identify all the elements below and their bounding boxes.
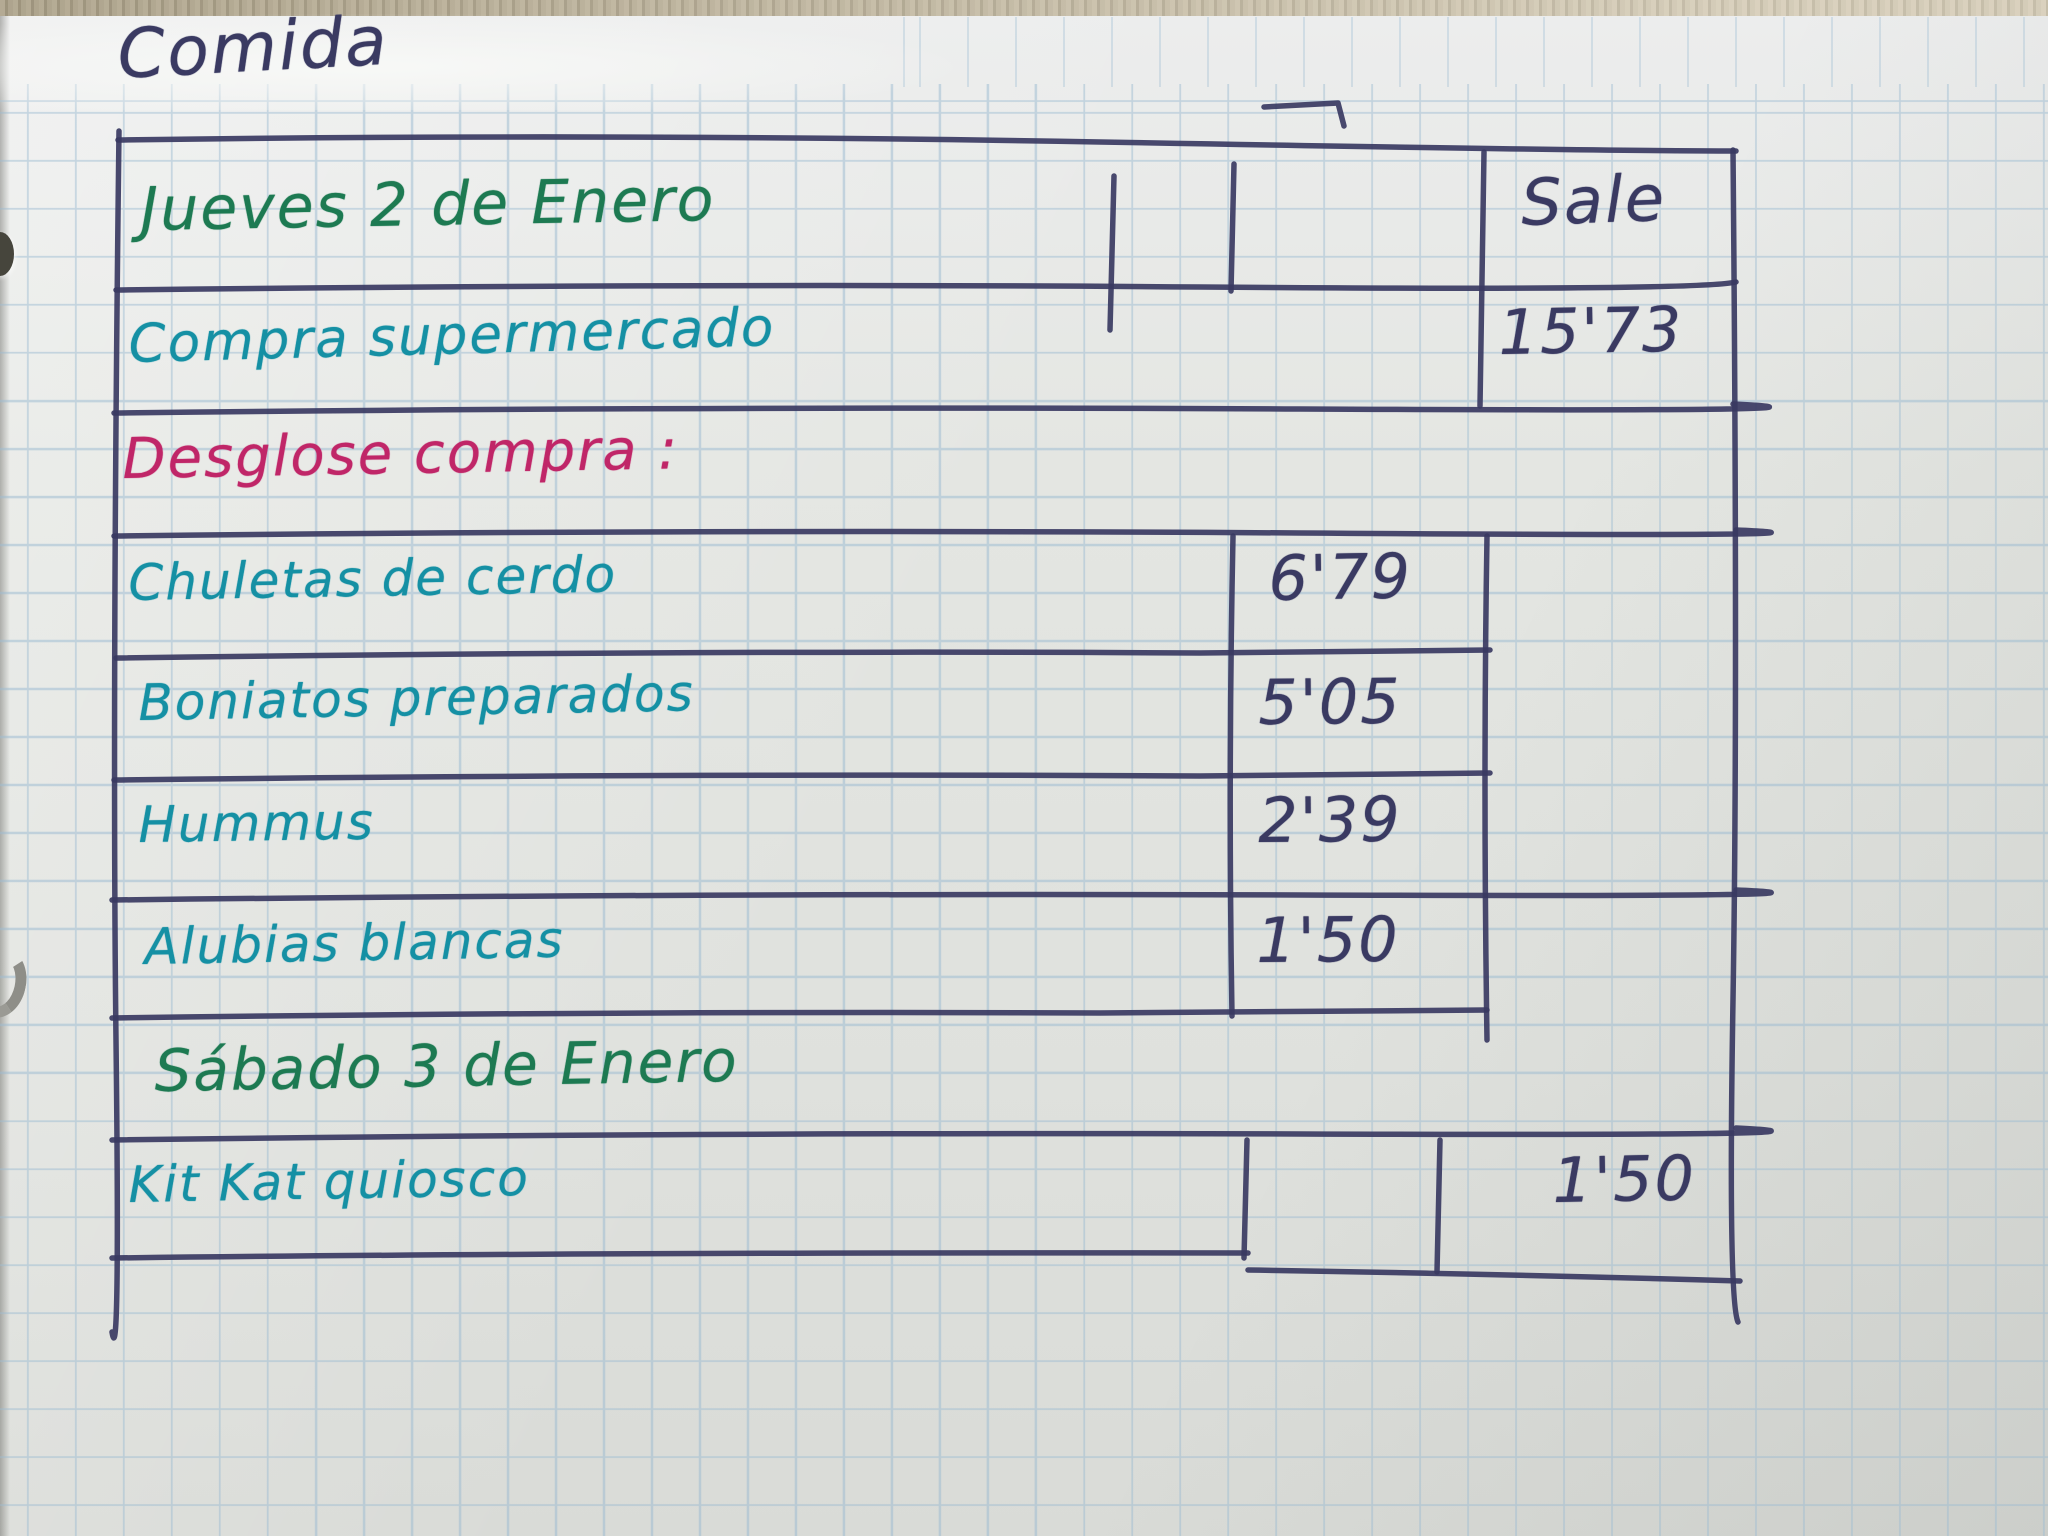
row-label-item: Hummus <box>137 792 376 854</box>
row-label-item: Kit Kat quiosco <box>127 1148 531 1214</box>
price-value: 5'05 <box>1257 664 1402 739</box>
section-header: Desglose compra : <box>121 417 680 492</box>
row-label-item: Boniatos preparados <box>137 664 696 732</box>
sale-column-header: Sale <box>1519 161 1668 241</box>
hole-punch-top <box>0 232 14 276</box>
sale-value: 1'50 <box>1551 1141 1697 1217</box>
row-label-date-1: Jueves 2 de Enero <box>139 164 716 245</box>
row-label-date-2: Sábado 3 de Enero <box>153 1026 740 1105</box>
pen-mark <box>1261 100 1347 129</box>
sale-value: 15'73 <box>1497 292 1684 369</box>
row-label-item: Chuletas de cerdo <box>127 545 618 612</box>
price-value: 2'39 <box>1257 782 1402 857</box>
price-value: 6'79 <box>1267 539 1413 615</box>
page-title: Comida <box>115 1 391 95</box>
price-value: 1'50 <box>1255 902 1400 977</box>
desk-surface-strip <box>0 0 2048 17</box>
row-label-item: Compra supermercado <box>127 297 777 375</box>
paper-highlight <box>0 14 960 110</box>
graph-paper-grid-top <box>880 17 2048 87</box>
row-label-item: Alubias blancas <box>143 910 566 976</box>
graph-paper-grid <box>0 84 2048 1536</box>
